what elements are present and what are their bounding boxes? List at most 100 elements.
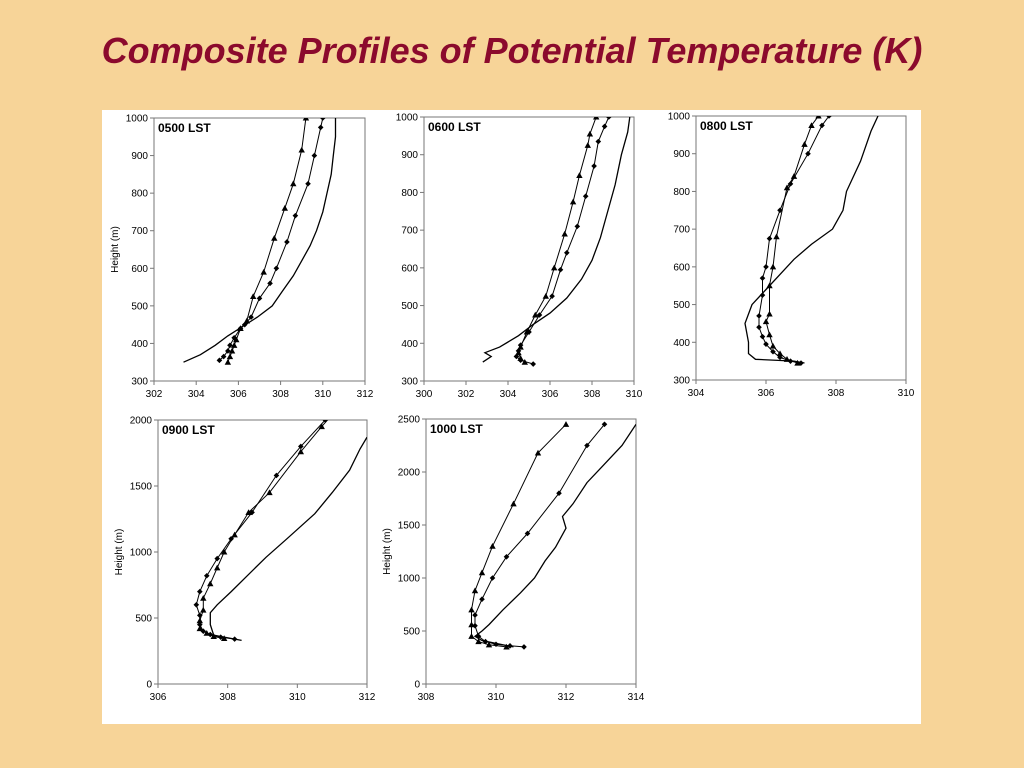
series-line <box>474 423 605 648</box>
diamond-point <box>197 588 203 595</box>
y-tick-label: 800 <box>401 188 418 199</box>
chart-panel-3: 300 400 500 600 700 800 900 1000 304 306 308 310 080… <box>668 112 915 400</box>
triangle-point <box>196 625 203 632</box>
triangle-point <box>569 198 577 205</box>
plot-frame <box>153 117 366 382</box>
triangle-point <box>576 172 583 179</box>
diamond-point <box>241 321 248 328</box>
triangle-point <box>220 548 228 555</box>
triangle-point <box>468 621 475 628</box>
diamond-point <box>220 353 227 360</box>
triangle-point <box>783 356 791 362</box>
series-line <box>471 423 567 648</box>
diamond-point <box>227 342 233 349</box>
x-tick-label: 302 <box>458 389 475 400</box>
triangle-point <box>783 184 791 191</box>
x-tick-label: 304 <box>188 389 205 400</box>
y-axis-title: Height (m) <box>382 528 393 575</box>
diamond-point <box>601 123 608 130</box>
diamond-point <box>217 634 224 640</box>
triangle-point <box>468 633 475 639</box>
series-line <box>183 118 337 363</box>
triangle-point <box>776 350 784 357</box>
diamond-point <box>273 472 280 479</box>
diamond-point <box>805 150 811 157</box>
diamond-point <box>777 207 783 214</box>
x-tick-label: 312 <box>558 692 575 703</box>
triangle-point <box>773 233 780 240</box>
slide-title: Composite Profiles of Potential Temperat… <box>101 30 923 71</box>
diamond-point <box>203 572 210 579</box>
triangle-point <box>517 355 524 361</box>
y-tick-label: 1500 <box>130 482 153 493</box>
x-tick-label: 306 <box>542 389 559 400</box>
diamond-point <box>225 348 231 354</box>
x-tick-label: 310 <box>314 389 331 400</box>
triangle-point <box>790 173 798 179</box>
y-tick-label: 0 <box>414 680 420 691</box>
y-tick-label: 900 <box>401 150 418 161</box>
triangle-point <box>220 635 228 642</box>
diamond-point <box>759 292 766 298</box>
series-line <box>473 423 636 648</box>
panel-label: 0800 LST <box>700 119 753 133</box>
diamond-point <box>273 265 280 272</box>
y-tick-label: 800 <box>673 187 690 198</box>
diamond-point <box>503 554 510 560</box>
triangle-point <box>515 349 522 356</box>
triangle-point <box>200 595 207 601</box>
triangle-point <box>231 531 238 538</box>
diamond-point <box>311 152 318 159</box>
triangle-point <box>230 342 238 348</box>
triangle-point <box>224 359 232 365</box>
y-tick-label: 600 <box>401 263 418 274</box>
diamond-point <box>756 324 762 330</box>
diamond-point <box>216 357 223 364</box>
diamond-point <box>787 181 794 187</box>
series-line <box>227 118 307 363</box>
diamond-point <box>507 643 513 649</box>
panel-label: 1000 LST <box>430 422 483 436</box>
triangle-point <box>471 587 479 594</box>
x-tick-label: 308 <box>418 692 435 703</box>
diamond-point <box>248 314 254 320</box>
triangle-point <box>521 358 528 365</box>
diamond-point <box>606 117 612 120</box>
diamond-point <box>759 275 766 281</box>
diamond-point <box>317 124 324 131</box>
triangle-point <box>523 328 531 335</box>
diamond-point <box>493 641 499 648</box>
diamond-point <box>292 212 299 219</box>
diamond-point <box>595 138 602 145</box>
triangle-point <box>503 643 510 650</box>
triangle-point <box>200 606 207 613</box>
y-tick-label: 300 <box>131 377 148 388</box>
y-tick-label: 2500 <box>398 415 421 426</box>
diamond-point <box>763 341 769 347</box>
series-line <box>765 116 819 364</box>
series-none <box>209 436 367 642</box>
triangle-point <box>584 142 591 148</box>
series-triangle <box>224 118 310 365</box>
triangle-point <box>196 617 203 624</box>
series-triangle <box>515 117 600 365</box>
x-tick-label: 308 <box>828 388 845 399</box>
triangle-point <box>329 412 335 418</box>
diamond-point <box>298 443 304 450</box>
y-tick-label: 900 <box>131 151 148 162</box>
y-tick-label: 1000 <box>130 548 153 559</box>
y-tick-label: 700 <box>673 225 690 236</box>
triangle-point <box>214 564 221 571</box>
series-line <box>209 436 367 642</box>
chart-panel-5: 0 500 1000 1500 2000 2500 308 310 312 314 Height (… <box>382 415 645 704</box>
diamond-point <box>475 633 482 640</box>
x-tick-label: 308 <box>219 692 236 703</box>
triangle-point <box>801 141 808 147</box>
x-tick-label: 304 <box>500 389 517 400</box>
series-line <box>199 420 329 639</box>
y-tick-label: 600 <box>131 264 148 275</box>
triangle-point <box>249 293 257 300</box>
triangle-point <box>210 633 217 640</box>
triangle-point <box>586 130 594 137</box>
diamond-point <box>777 354 783 361</box>
